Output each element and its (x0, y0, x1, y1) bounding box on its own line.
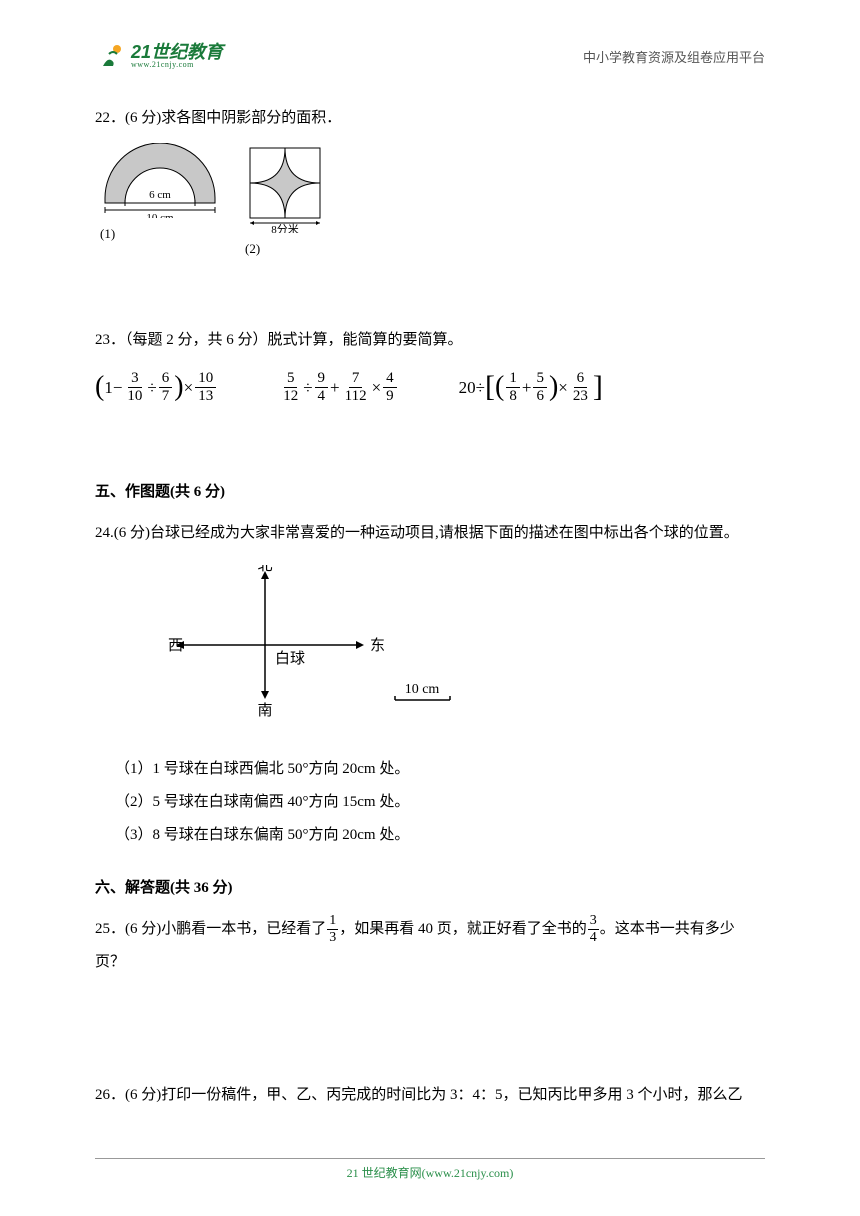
q22-text: 22．(6 分)求各图中阴影部分的面积． (95, 102, 765, 135)
section-5-title: 五、作图题(共 6 分) (95, 476, 765, 509)
logo-main-text: 21世纪教育 (131, 43, 223, 61)
q22-label-2: (2) (245, 235, 260, 264)
page-footer: 21 世纪教育网(www.21cnjy.com) (95, 1158, 765, 1181)
svg-text:西: 西 (168, 638, 183, 654)
svg-text:10 cm: 10 cm (146, 212, 174, 218)
content-area: 22．(6 分)求各图中阴影部分的面积． 6 cm 10 cm (95, 102, 765, 1112)
q24-sub-1: （1）1 号球在白球西偏北 50°方向 20cm 处。 (115, 753, 765, 786)
q24-sub-items: （1）1 号球在白球西偏北 50°方向 20cm 处。 （2）5 号球在白球南偏… (115, 753, 765, 852)
svg-text:白球: 白球 (275, 650, 305, 667)
q25-part2: ，如果再看 40 页，就正好看了全书的 (339, 921, 587, 937)
question-26: 26．(6 分)打印一份稿件，甲、乙、丙完成的时间比为 3：4：5，已知丙比甲多… (95, 1079, 765, 1112)
compass-diagram: 北 南 西 东 白球 10 cm (165, 565, 765, 738)
q23-formula-2: 512÷94+7112×49 (278, 369, 398, 406)
q22-label-1: (1) (100, 220, 115, 249)
q25-part4: 页？ (95, 946, 765, 979)
svg-text:6 cm: 6 cm (149, 189, 171, 201)
q24-text: 24.(6 分)台球已经成为大家非常喜爱的一种运动项目,请根据下面的描述在图中标… (95, 517, 765, 550)
page-header: 21世纪教育 www.21cnjy.com 中小学教育资源及组卷应用平台 (95, 40, 765, 72)
q24-sub-3: （3）8 号球在白球东偏南 50°方向 20cm 处。 (115, 819, 765, 852)
q26-text: 26．(6 分)打印一份稿件，甲、乙、丙完成的时间比为 3：4：5，已知丙比甲多… (95, 1079, 765, 1112)
question-23: 23．（每题 2 分，共 6 分）脱式计算，能简算的要简算。 (1−310÷67… (95, 324, 765, 406)
q22-figures: 6 cm 10 cm (1) 8分米 (2) (95, 143, 765, 264)
svg-text:北: 北 (257, 565, 272, 574)
svg-text:东: 东 (370, 637, 385, 654)
svg-text:8分米: 8分米 (271, 223, 299, 233)
q22-figure-1: 6 cm 10 cm (1) (95, 143, 225, 264)
q24-sub-2: （2）5 号球在白球南偏西 40°方向 15cm 处。 (115, 786, 765, 819)
q23-text: 23．（每题 2 分，共 6 分）脱式计算，能简算的要简算。 (95, 324, 765, 357)
logo-sub-text: www.21cnjy.com (131, 61, 223, 69)
question-22: 22．(6 分)求各图中阴影部分的面积． 6 cm 10 cm (95, 102, 765, 264)
svg-text:南: 南 (257, 702, 272, 719)
logo-icon (95, 40, 127, 72)
header-right-text: 中小学教育资源及组卷应用平台 (583, 47, 765, 66)
q23-formula-3: 20÷[(18+56)×623] (459, 369, 603, 406)
q25-part1: 25．(6 分)小鹏看一本书，已经看了 (95, 921, 326, 937)
logo: 21世纪教育 www.21cnjy.com (95, 40, 223, 72)
footer-text: 21 世纪教育网(www.21cnjy.com) (347, 1166, 514, 1180)
section-6-title: 六、解答题(共 36 分) (95, 872, 765, 905)
q23-formula-1: (1−310÷67)×1013 (95, 369, 218, 406)
question-24: 24.(6 分)台球已经成为大家非常喜爱的一种运动项目,请根据下面的描述在图中标… (95, 517, 765, 852)
q25-part3: 。这本书一共有多少 (600, 921, 735, 937)
q23-formulas: (1−310÷67)×1013 512÷94+7112×49 20÷[(18+5… (95, 369, 765, 406)
question-25: 25．(6 分)小鹏看一本书，已经看了13，如果再看 40 页，就正好看了全书的… (95, 913, 765, 979)
q22-figure-2: 8分米 (2) (245, 143, 330, 264)
svg-text:10 cm: 10 cm (405, 682, 440, 697)
